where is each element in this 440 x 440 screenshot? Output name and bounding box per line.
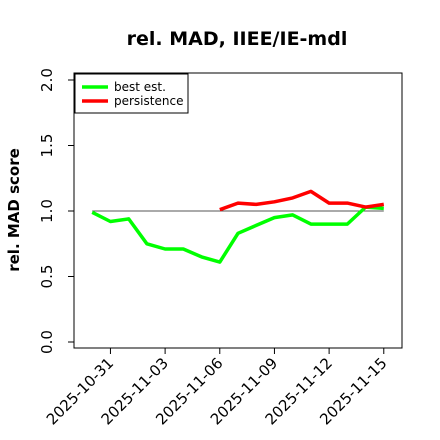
y-axis-label: rel. MAD score [5, 148, 23, 272]
y-tick-label: 2.0 [38, 68, 56, 92]
x-axis: 2025-10-312025-11-032025-11-062025-11-09… [43, 348, 391, 428]
legend-label: persistence [114, 94, 183, 108]
y-tick-label: 1.5 [38, 134, 56, 158]
series-line-best-est [91, 205, 384, 264]
y-tick-label: 0.5 [38, 265, 56, 289]
chart-title: rel. MAD, IIEE/IE-mdl [127, 28, 348, 50]
legend: best est.persistence [74, 73, 189, 114]
series-group [91, 189, 385, 264]
y-tick-label: 1.0 [38, 199, 56, 223]
y-tick-label: 0.0 [38, 330, 56, 354]
legend-box [74, 73, 189, 114]
y-axis: 0.0 0.5 1.0 1.5 2.0 [38, 68, 74, 354]
series-line-persistence [219, 189, 385, 212]
legend-label: best est. [114, 80, 166, 94]
